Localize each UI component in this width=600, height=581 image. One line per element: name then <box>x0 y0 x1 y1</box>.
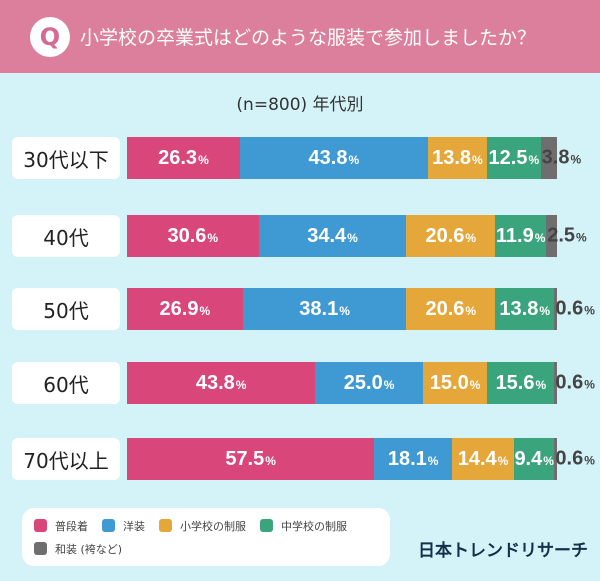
data-label: 43.8% <box>308 146 360 169</box>
bar-row: 30代以下 26.3% 43.8% 13.8% 12.5% 3.8% <box>12 137 600 179</box>
category-label: 50代 <box>12 288 120 330</box>
bar-segment: 18.1% <box>374 438 453 480</box>
data-label: 38.1% <box>299 297 350 320</box>
legend: 普段着 洋装 小学校の制服 中学校の制服和装 (袴など) <box>22 508 390 566</box>
legend-item: 和装 (袴など) <box>34 538 122 560</box>
brand-logo: 日本トレンドリサーチ <box>418 541 588 561</box>
legend-swatch <box>102 519 115 532</box>
legend-swatch <box>260 519 273 532</box>
legend-item: 普段着 <box>34 515 88 537</box>
data-label: 15.6% <box>495 371 547 394</box>
data-label: 20.6% <box>425 224 477 247</box>
category-label: 40代 <box>12 215 120 257</box>
legend-item: 小学校の制服 <box>159 515 246 537</box>
stacked-bar: 43.8% 25.0% 15.0% 15.6% 0.6% <box>127 362 595 404</box>
data-label: 14.4% <box>457 447 509 470</box>
legend-swatch <box>34 519 47 532</box>
data-label: 0.6% <box>555 297 595 320</box>
bar-segment: 26.3% <box>127 137 240 179</box>
bar-segment: 0.6% <box>554 438 595 480</box>
bar-segment: 20.6% <box>406 288 496 330</box>
bar-segment: 34.4% <box>258 215 407 257</box>
bar-segment: 15.6% <box>487 362 555 404</box>
stacked-bar: 26.9% 38.1% 20.6% 13.8% 0.6% <box>127 288 595 330</box>
chart-subtitle: (n=800) 年代別 <box>236 95 364 115</box>
legend-label: 和装 (袴など) <box>55 542 123 556</box>
bar-segment: 26.9% <box>127 288 243 330</box>
data-label: 18.1% <box>387 447 439 470</box>
bar-segment: 14.4% <box>452 438 514 480</box>
bar-segment: 25.0% <box>315 362 423 404</box>
q-badge: Q <box>30 16 70 57</box>
data-label: 0.6% <box>555 371 595 394</box>
header: Q 小学校の卒業式はどのような服装で参加しましたか？ <box>0 0 600 73</box>
bar-segment: 0.6% <box>554 362 595 404</box>
data-label: 13.8% <box>432 146 483 169</box>
bar-row: 40代 30.6% 34.4% 20.6% 11.9% 2.5% <box>12 215 600 257</box>
bar-segment: 43.8% <box>239 137 428 179</box>
category-label: 70代以上 <box>12 438 120 480</box>
bar-row: 60代 43.8% 25.0% 15.0% 15.6% 0.6% <box>12 362 600 404</box>
data-label: 9.4% <box>514 447 554 470</box>
stacked-bar: 57.5% 18.1% 14.4% 9.4% 0.6% <box>127 438 595 480</box>
bar-segment: 20.6% <box>406 215 496 257</box>
category-label: 60代 <box>12 362 120 404</box>
bar-row: 50代 26.9% 38.1% 20.6% 13.8% 0.6% <box>12 288 600 330</box>
bar-segment: 15.0% <box>422 362 488 404</box>
data-label: 11.9% <box>495 224 546 247</box>
bar-segment: 13.8% <box>495 288 555 330</box>
legend-label: 普段着 <box>55 519 88 533</box>
bar-segment: 30.6% <box>127 215 259 257</box>
bar-segment: 9.4% <box>513 438 555 480</box>
stacked-bar: 26.3% 43.8% 13.8% 12.5% 3.8% <box>127 137 581 179</box>
bar-segment: 13.8% <box>427 137 488 179</box>
data-label: 20.6% <box>425 297 477 320</box>
bar-segment: 43.8% <box>127 362 316 404</box>
bar-segment: 11.9% <box>495 215 547 257</box>
data-label: 34.4% <box>307 224 358 247</box>
bar-segment: 12.5% <box>487 137 541 179</box>
legend-swatch <box>159 519 172 532</box>
legend-swatch <box>34 542 47 555</box>
chart-title: 小学校の卒業式はどのような服装で参加しましたか？ <box>80 27 537 49</box>
data-label: 30.6% <box>167 224 219 247</box>
data-label: 57.5% <box>225 447 276 470</box>
category-label: 30代以下 <box>12 137 120 179</box>
legend-label: 中学校の制服 <box>281 519 347 533</box>
bar-segment: 3.8% <box>540 137 581 179</box>
legend-item: 中学校の制服 <box>260 515 347 537</box>
bar-segment: 2.5% <box>546 215 587 257</box>
data-label: 25.0% <box>343 371 395 394</box>
data-label: 12.5% <box>488 146 540 169</box>
bar-row: 70代以上 57.5% 18.1% 14.4% 9.4% 0.6% <box>12 438 600 480</box>
data-label: 15.0% <box>429 371 481 394</box>
data-label: 0.6% <box>555 447 595 470</box>
data-label: 43.8% <box>195 371 247 394</box>
legend-label: 洋装 <box>123 519 145 533</box>
data-label: 13.8% <box>499 297 551 320</box>
legend-label: 小学校の制服 <box>180 519 246 533</box>
bar-segment: 57.5% <box>127 438 375 480</box>
data-label: 3.8% <box>541 146 582 169</box>
data-label: 2.5% <box>547 224 587 247</box>
data-label: 26.3% <box>158 146 209 169</box>
legend-item: 洋装 <box>102 515 145 537</box>
stacked-bar: 30.6% 34.4% 20.6% 11.9% 2.5% <box>127 215 587 257</box>
bar-segment: 38.1% <box>242 288 407 330</box>
data-label: 26.9% <box>159 297 211 320</box>
bar-segment: 0.6% <box>554 288 595 330</box>
